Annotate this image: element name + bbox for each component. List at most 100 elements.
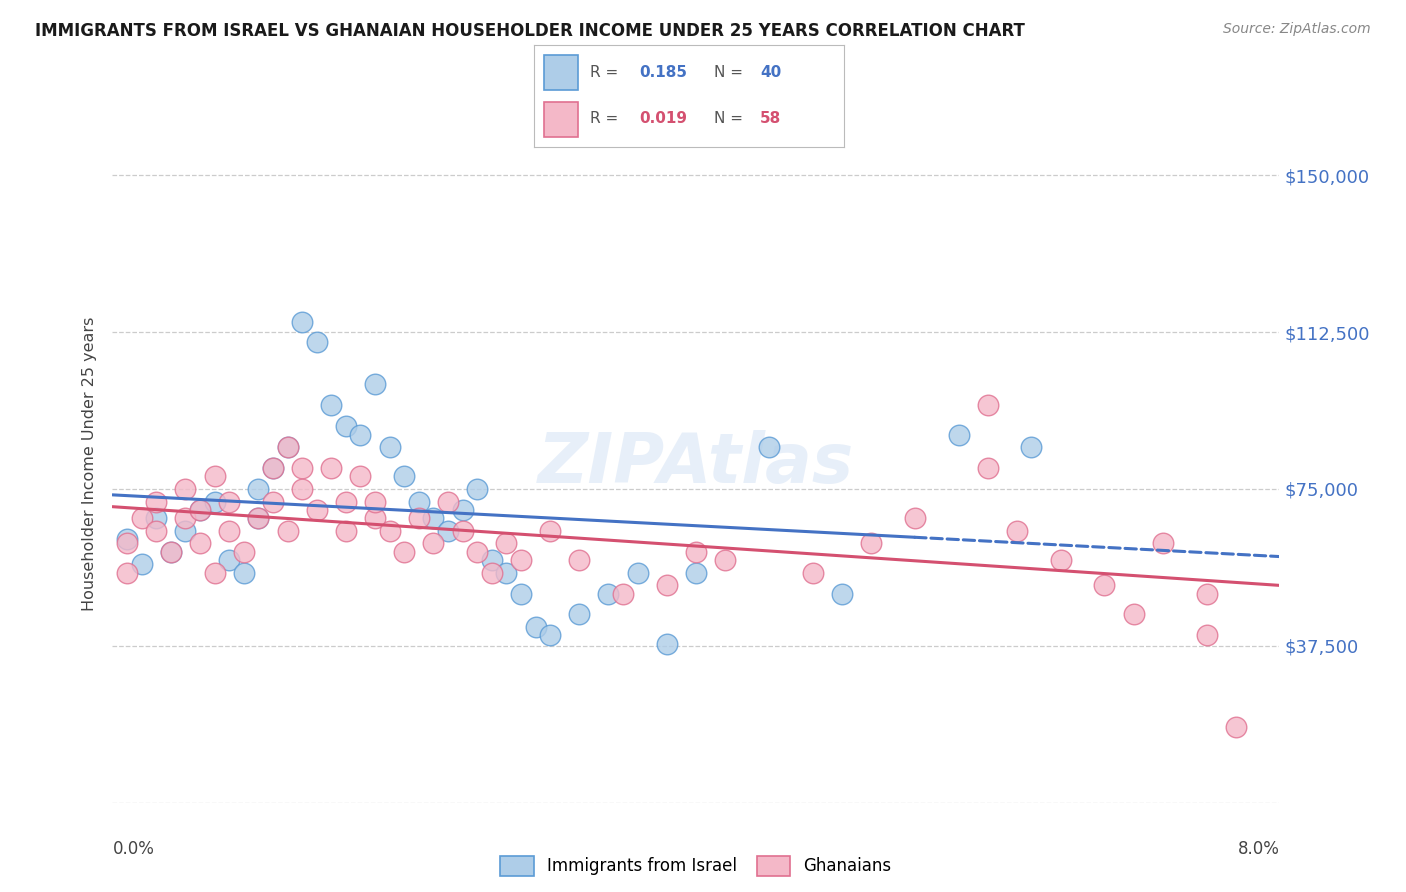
Text: 40: 40 <box>761 65 782 79</box>
Point <box>1094 578 1116 592</box>
Point <box>1152 536 1174 550</box>
Point <box>262 461 284 475</box>
Point <box>976 398 998 412</box>
Point <box>349 469 371 483</box>
Point <box>321 398 343 412</box>
Point <box>481 553 503 567</box>
Y-axis label: Householder Income Under 25 years: Householder Income Under 25 years <box>82 317 97 611</box>
Point <box>1021 440 1043 454</box>
Text: 58: 58 <box>761 111 782 126</box>
Point <box>495 566 517 580</box>
Point <box>145 511 167 525</box>
Bar <box>544 55 578 90</box>
Point <box>247 511 270 525</box>
Point <box>1005 524 1028 538</box>
Point <box>495 536 517 550</box>
Point <box>188 503 211 517</box>
Point <box>612 586 634 600</box>
Point <box>115 566 138 580</box>
Point <box>218 494 240 508</box>
Legend: Immigrants from Israel, Ghanaians: Immigrants from Israel, Ghanaians <box>494 849 898 882</box>
Text: IMMIGRANTS FROM ISRAEL VS GHANAIAN HOUSEHOLDER INCOME UNDER 25 YEARS CORRELATION: IMMIGRANTS FROM ISRAEL VS GHANAIAN HOUSE… <box>35 22 1025 40</box>
Point <box>262 461 284 475</box>
Point <box>291 482 314 496</box>
Point <box>524 620 547 634</box>
Text: N =: N = <box>714 65 748 79</box>
Point <box>451 503 474 517</box>
Point <box>160 545 183 559</box>
Point <box>115 536 138 550</box>
Point <box>188 536 211 550</box>
Text: 0.185: 0.185 <box>640 65 688 79</box>
Point <box>364 377 387 392</box>
Point <box>509 586 531 600</box>
Point <box>465 545 488 559</box>
Point <box>131 511 153 525</box>
Point <box>204 469 226 483</box>
Point <box>174 524 197 538</box>
Text: ZIPAtlas: ZIPAtlas <box>538 430 853 498</box>
Point <box>1195 586 1218 600</box>
Point <box>437 524 460 538</box>
Text: 8.0%: 8.0% <box>1237 840 1279 858</box>
Point <box>145 494 167 508</box>
Point <box>1049 553 1071 567</box>
Text: Source: ZipAtlas.com: Source: ZipAtlas.com <box>1223 22 1371 37</box>
Point <box>291 314 314 328</box>
Text: R =: R = <box>591 111 623 126</box>
Point <box>422 536 444 550</box>
Point <box>335 524 357 538</box>
Bar <box>544 102 578 137</box>
Point <box>655 578 678 592</box>
Point <box>276 440 298 454</box>
Point <box>131 558 153 572</box>
Point <box>378 440 401 454</box>
Text: 0.0%: 0.0% <box>112 840 155 858</box>
Point <box>335 419 357 434</box>
Point <box>188 503 211 517</box>
Text: R =: R = <box>591 65 623 79</box>
Point <box>714 553 737 567</box>
Point <box>598 586 620 600</box>
Point <box>408 494 430 508</box>
Point <box>145 524 167 538</box>
Point <box>568 607 591 622</box>
Point <box>335 494 357 508</box>
Text: 0.019: 0.019 <box>640 111 688 126</box>
Point <box>758 440 780 454</box>
Point <box>904 511 927 525</box>
Point <box>364 511 387 525</box>
Point <box>174 511 197 525</box>
Point <box>859 536 883 550</box>
Point <box>218 524 240 538</box>
Point <box>392 545 416 559</box>
Point <box>655 637 678 651</box>
Point <box>378 524 401 538</box>
Point <box>115 532 138 546</box>
Point <box>276 524 298 538</box>
Point <box>422 511 444 525</box>
Point <box>305 503 328 517</box>
Point <box>305 335 328 350</box>
Point <box>538 524 561 538</box>
Point <box>801 566 824 580</box>
Point <box>685 545 707 559</box>
Point <box>509 553 531 567</box>
Point <box>247 511 270 525</box>
Point <box>321 461 343 475</box>
Point <box>831 586 853 600</box>
Point <box>204 494 226 508</box>
Point <box>174 482 197 496</box>
Point <box>276 440 298 454</box>
Point <box>160 545 183 559</box>
Point <box>451 524 474 538</box>
Point <box>232 566 254 580</box>
Point <box>685 566 707 580</box>
Point <box>1195 628 1218 642</box>
Point <box>392 469 416 483</box>
Point <box>481 566 503 580</box>
Point <box>349 427 371 442</box>
Point <box>232 545 254 559</box>
Point <box>408 511 430 525</box>
Point <box>247 482 270 496</box>
